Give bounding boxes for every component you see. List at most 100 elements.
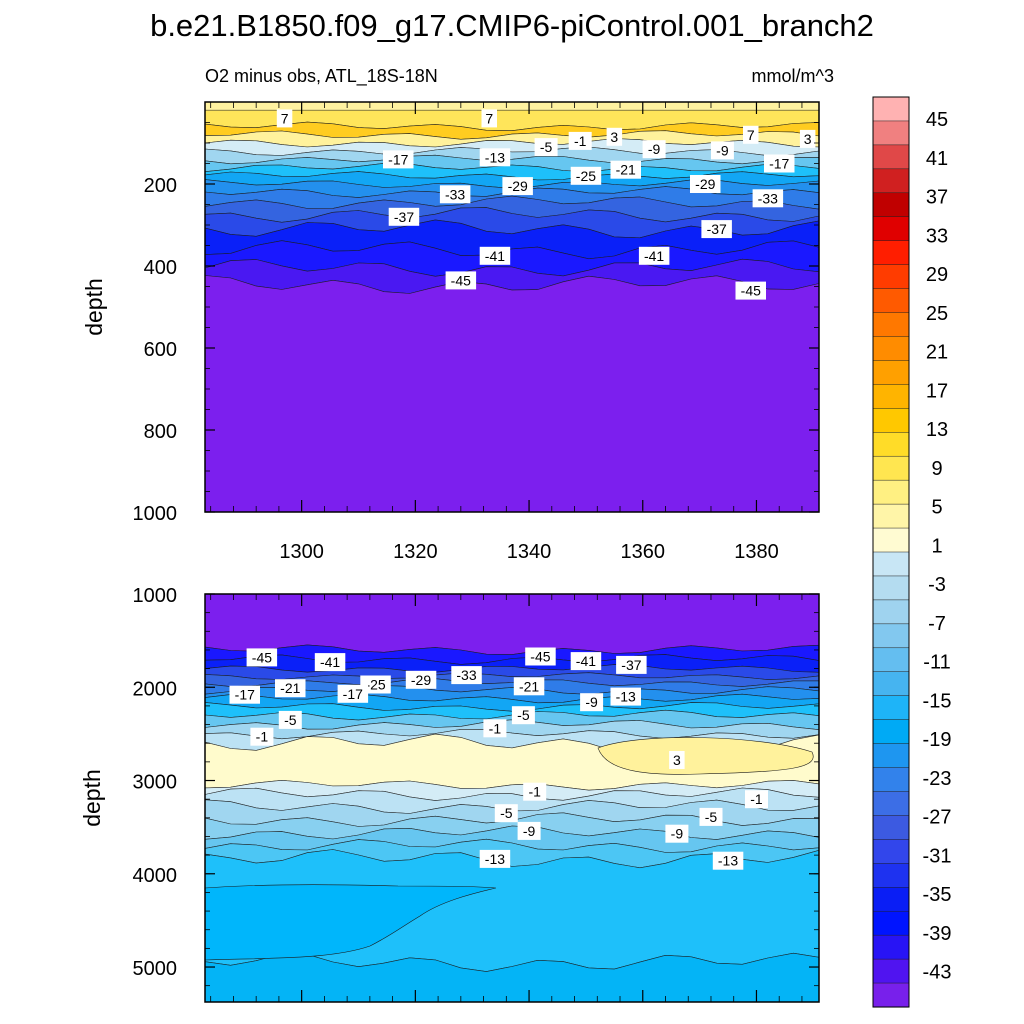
lower-contour-label: -1 bbox=[523, 782, 547, 801]
colorbar-swatch bbox=[872, 575, 910, 601]
colorbar-label: -35 bbox=[923, 884, 952, 906]
colorbar-swatch bbox=[872, 551, 910, 577]
colorbar-label: 25 bbox=[926, 303, 948, 325]
colorbar-swatch bbox=[872, 719, 910, 745]
svg-text:-41: -41 bbox=[644, 248, 664, 264]
colorbar-label: -31 bbox=[923, 845, 952, 867]
colorbar-swatch bbox=[872, 647, 910, 673]
colorbar-label: 41 bbox=[926, 148, 948, 170]
svg-text:-13: -13 bbox=[485, 149, 505, 165]
lower-contour-label: -5 bbox=[494, 804, 518, 823]
upper-contour-label: -29 bbox=[502, 177, 533, 196]
colorbar-swatch bbox=[872, 312, 910, 338]
lower-y-tick-label: 3000 bbox=[133, 772, 178, 794]
lower-contour-label: -9 bbox=[665, 824, 689, 843]
lower-contour-label: -1 bbox=[483, 719, 507, 738]
svg-text:-9: -9 bbox=[523, 823, 536, 839]
upper-y-tick-label: 1000 bbox=[133, 503, 178, 525]
colorbar-swatch bbox=[872, 671, 910, 697]
upper-contour-label: -45 bbox=[445, 271, 477, 290]
colorbar-label: -19 bbox=[923, 729, 952, 751]
colorbar-label: -7 bbox=[928, 613, 946, 635]
svg-text:-9: -9 bbox=[716, 142, 729, 158]
upper-contour-label: -33 bbox=[439, 185, 471, 204]
colorbar-frame bbox=[872, 96, 910, 1008]
svg-text:-1: -1 bbox=[574, 133, 587, 149]
colorbar-swatch bbox=[872, 623, 910, 649]
colorbar-swatch bbox=[872, 863, 910, 888]
svg-text:-41: -41 bbox=[485, 248, 505, 264]
colorbar-swatch bbox=[872, 216, 910, 242]
lower-warm-lens bbox=[597, 737, 814, 775]
colorbar-swatch bbox=[872, 599, 910, 625]
svg-text:-29: -29 bbox=[411, 672, 431, 688]
svg-text:-5: -5 bbox=[284, 712, 297, 728]
colorbar-swatch bbox=[872, 144, 910, 170]
colorbar-label: 33 bbox=[926, 225, 948, 247]
lower-contour-label: -33 bbox=[451, 666, 482, 685]
colorbar-swatch bbox=[872, 527, 910, 553]
svg-text:-5: -5 bbox=[705, 809, 718, 825]
upper-surface-band bbox=[205, 102, 819, 111]
svg-text:-13: -13 bbox=[616, 689, 636, 705]
svg-text:-45: -45 bbox=[252, 649, 272, 665]
lower-contour-label: -45 bbox=[525, 647, 556, 666]
lower-contour-label: -13 bbox=[610, 687, 641, 706]
colorbar-label: -27 bbox=[923, 807, 952, 829]
colorbar-label: 5 bbox=[931, 497, 942, 519]
upper-contour-label: -5 bbox=[534, 138, 558, 157]
lower-contour-label: -9 bbox=[517, 821, 541, 840]
lower-contour-label: -9 bbox=[580, 693, 604, 712]
lower-contour-label: -41 bbox=[570, 652, 602, 671]
lower-contour-panel: -45 -41 -45 -41 -37 -25 -29 -33 -17 -21 -17 -21 -9 -1… bbox=[79, 585, 820, 1003]
upper-contour-label: -37 bbox=[388, 207, 420, 226]
svg-text:-33: -33 bbox=[456, 667, 476, 683]
upper-contour-label: 7 bbox=[276, 109, 293, 128]
upper-contour-label: -45 bbox=[735, 281, 766, 300]
svg-text:-21: -21 bbox=[616, 162, 636, 178]
lower-contour-label: -21 bbox=[275, 679, 306, 698]
colorbar-swatch bbox=[872, 503, 910, 529]
svg-text:3: 3 bbox=[610, 129, 618, 145]
lower-contour-label: -37 bbox=[616, 655, 647, 674]
colorbar-swatch bbox=[872, 982, 910, 1008]
svg-text:-9: -9 bbox=[585, 694, 598, 710]
upper-x-tick-label: 1340 bbox=[507, 541, 552, 563]
colorbar-swatch bbox=[872, 408, 910, 433]
upper-contour-band bbox=[205, 275, 819, 512]
lower-contour-label: -17 bbox=[337, 684, 369, 703]
lower-contour-label: -29 bbox=[405, 670, 437, 689]
colorbar-swatch bbox=[872, 887, 910, 912]
colorbar-swatch bbox=[872, 168, 910, 194]
upper-x-tick-label: 1360 bbox=[621, 541, 666, 563]
svg-text:7: 7 bbox=[281, 110, 289, 126]
colorbar-swatch bbox=[872, 791, 910, 816]
upper-y-tick-label: 600 bbox=[144, 339, 177, 361]
upper-contour-label: 3 bbox=[799, 129, 816, 148]
lower-contour-label: -1 bbox=[250, 727, 274, 746]
upper-x-tick-label: 1320 bbox=[393, 541, 438, 563]
colorbar-swatch bbox=[872, 360, 910, 385]
svg-text:-1: -1 bbox=[256, 729, 269, 745]
svg-text:-1: -1 bbox=[489, 720, 502, 736]
colorbar-swatch bbox=[872, 910, 910, 936]
upper-y-axis-label: depth bbox=[81, 278, 107, 336]
upper-contour-label: -41 bbox=[479, 246, 511, 265]
svg-text:-37: -37 bbox=[394, 209, 414, 225]
colorbar-swatch bbox=[872, 288, 910, 314]
colorbar-label: -15 bbox=[923, 690, 952, 712]
svg-text:7: 7 bbox=[747, 127, 755, 143]
svg-text:-13: -13 bbox=[485, 851, 505, 867]
colorbar-label: -39 bbox=[923, 923, 952, 945]
colorbar-swatch bbox=[872, 384, 910, 409]
colorbar-label: -11 bbox=[923, 652, 950, 674]
svg-text:-21: -21 bbox=[519, 678, 539, 694]
colorbar-label: -23 bbox=[923, 768, 952, 790]
svg-text:-45: -45 bbox=[530, 649, 550, 665]
svg-text:-41: -41 bbox=[576, 653, 596, 669]
svg-text:-21: -21 bbox=[280, 680, 300, 696]
colorbar-swatch bbox=[872, 96, 910, 122]
svg-text:-9: -9 bbox=[648, 141, 661, 157]
colorbar-label: 29 bbox=[926, 264, 948, 286]
